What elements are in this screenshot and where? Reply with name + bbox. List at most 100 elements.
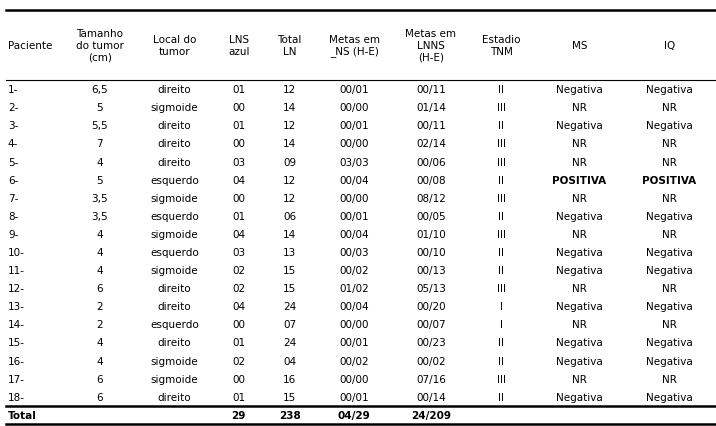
- Text: 2: 2: [97, 302, 103, 311]
- Text: I: I: [500, 302, 503, 311]
- Text: 12: 12: [283, 85, 296, 95]
- Text: 04/29: 04/29: [338, 410, 370, 420]
- Text: II: II: [498, 338, 504, 348]
- Text: 00/23: 00/23: [416, 338, 446, 348]
- Text: direito: direito: [158, 392, 191, 402]
- Text: 6: 6: [97, 392, 103, 402]
- Text: 12-: 12-: [8, 284, 25, 294]
- Text: 5: 5: [97, 103, 103, 113]
- Text: Metas em
_NS (H-E): Metas em _NS (H-E): [329, 35, 379, 57]
- Text: direito: direito: [158, 284, 191, 294]
- Text: direito: direito: [158, 302, 191, 311]
- Text: 00/20: 00/20: [416, 302, 446, 311]
- Text: 05/13: 05/13: [416, 284, 446, 294]
- Text: 00/02: 00/02: [416, 356, 446, 366]
- Text: 01/10: 01/10: [416, 229, 446, 239]
- Text: 8-: 8-: [8, 211, 18, 221]
- Text: 03/03: 03/03: [339, 157, 369, 167]
- Text: 00/02: 00/02: [339, 265, 369, 276]
- Text: sigmoide: sigmoide: [150, 193, 198, 203]
- Text: 07: 07: [284, 320, 296, 330]
- Text: NR: NR: [572, 193, 587, 203]
- Text: Negativa: Negativa: [556, 338, 603, 348]
- Text: direito: direito: [158, 85, 191, 95]
- Text: 17-: 17-: [8, 374, 25, 384]
- Text: 3,5: 3,5: [92, 193, 108, 203]
- Text: 6-: 6-: [8, 175, 18, 185]
- Text: 3-: 3-: [8, 121, 18, 131]
- Text: 01: 01: [232, 338, 245, 348]
- Text: 6: 6: [97, 284, 103, 294]
- Text: Negativa: Negativa: [646, 211, 693, 221]
- Text: 24: 24: [283, 302, 296, 311]
- Text: 6,5: 6,5: [92, 85, 108, 95]
- Text: 6: 6: [97, 374, 103, 384]
- Text: 238: 238: [279, 410, 301, 420]
- Text: Estadio
TNM: Estadio TNM: [482, 35, 521, 57]
- Text: Negativa: Negativa: [646, 85, 693, 95]
- Text: 00/00: 00/00: [339, 103, 369, 113]
- Text: 04: 04: [232, 302, 245, 311]
- Text: 00: 00: [232, 193, 245, 203]
- Text: 01: 01: [232, 211, 245, 221]
- Text: 00/03: 00/03: [339, 248, 369, 257]
- Text: esquerdo: esquerdo: [150, 248, 198, 257]
- Text: 4: 4: [97, 157, 103, 167]
- Text: 11-: 11-: [8, 265, 25, 276]
- Text: 29: 29: [231, 410, 246, 420]
- Text: NR: NR: [572, 157, 587, 167]
- Text: NR: NR: [662, 320, 677, 330]
- Text: Negativa: Negativa: [556, 302, 603, 311]
- Text: 04: 04: [232, 229, 245, 239]
- Text: 00/14: 00/14: [416, 392, 446, 402]
- Text: II: II: [498, 211, 504, 221]
- Text: 9-: 9-: [8, 229, 18, 239]
- Text: 00: 00: [232, 374, 245, 384]
- Text: direito: direito: [158, 121, 191, 131]
- Text: esquerdo: esquerdo: [150, 175, 198, 185]
- Text: NR: NR: [662, 103, 677, 113]
- Text: II: II: [498, 265, 504, 276]
- Text: esquerdo: esquerdo: [150, 211, 198, 221]
- Text: 00: 00: [232, 103, 245, 113]
- Text: 24/209: 24/209: [411, 410, 451, 420]
- Text: II: II: [498, 356, 504, 366]
- Text: 00/01: 00/01: [339, 211, 369, 221]
- Text: NR: NR: [662, 193, 677, 203]
- Text: 4: 4: [97, 229, 103, 239]
- Text: III: III: [497, 103, 505, 113]
- Text: 3,5: 3,5: [92, 211, 108, 221]
- Text: 00/11: 00/11: [416, 121, 446, 131]
- Text: 01: 01: [232, 121, 245, 131]
- Text: 00/05: 00/05: [416, 211, 446, 221]
- Text: 04: 04: [284, 356, 296, 366]
- Text: III: III: [497, 374, 505, 384]
- Text: Local do
tumor: Local do tumor: [153, 35, 196, 57]
- Text: Negativa: Negativa: [556, 121, 603, 131]
- Text: 15: 15: [283, 265, 296, 276]
- Text: direito: direito: [158, 157, 191, 167]
- Text: 00/04: 00/04: [339, 175, 369, 185]
- Text: 7-: 7-: [8, 193, 18, 203]
- Text: 4: 4: [97, 248, 103, 257]
- Text: 4: 4: [97, 265, 103, 276]
- Text: Total
LN: Total LN: [278, 35, 302, 57]
- Text: NR: NR: [662, 284, 677, 294]
- Text: NR: NR: [572, 320, 587, 330]
- Text: sigmoide: sigmoide: [150, 356, 198, 366]
- Text: NR: NR: [662, 229, 677, 239]
- Text: Metas em
LNNS
(H-E): Metas em LNNS (H-E): [405, 29, 457, 62]
- Text: NR: NR: [572, 284, 587, 294]
- Text: 16-: 16-: [8, 356, 25, 366]
- Text: 5-: 5-: [8, 157, 18, 167]
- Text: 7: 7: [97, 139, 103, 149]
- Text: NR: NR: [662, 374, 677, 384]
- Text: Negativa: Negativa: [556, 248, 603, 257]
- Text: 16: 16: [283, 374, 296, 384]
- Text: Negativa: Negativa: [646, 302, 693, 311]
- Text: 2: 2: [97, 320, 103, 330]
- Text: Negativa: Negativa: [646, 356, 693, 366]
- Text: NR: NR: [572, 374, 587, 384]
- Text: 14: 14: [283, 103, 296, 113]
- Text: direito: direito: [158, 338, 191, 348]
